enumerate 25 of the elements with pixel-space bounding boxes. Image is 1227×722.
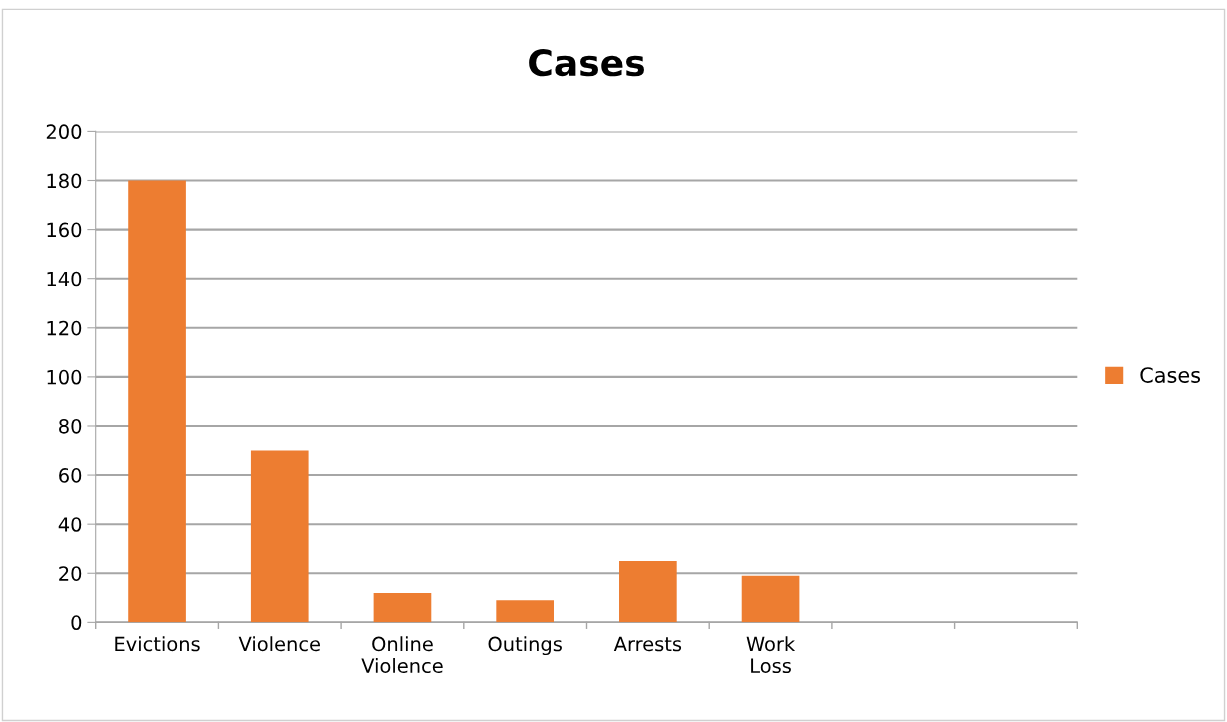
chart-title: Cases bbox=[529, 49, 644, 77]
x-tick-label: Arrests bbox=[613, 636, 682, 652]
y-tick-label: 20 bbox=[59, 566, 82, 581]
y-tick-label: 120 bbox=[47, 320, 82, 336]
x-tick-label: Evictions bbox=[115, 636, 200, 652]
y-tick-label: 40 bbox=[58, 517, 82, 532]
y-tick-label: 60 bbox=[59, 468, 82, 483]
y-tick-label: 200 bbox=[46, 124, 82, 140]
y-tick-label: 0 bbox=[71, 615, 82, 631]
bar bbox=[619, 560, 677, 623]
bar bbox=[373, 592, 432, 623]
x-tick-label: Outings bbox=[488, 636, 562, 656]
legend-label: Cases bbox=[1140, 367, 1201, 383]
x-tick-label: Online Violence bbox=[361, 636, 443, 674]
y-tick-label: 100 bbox=[47, 369, 82, 385]
bar bbox=[496, 600, 554, 623]
x-tick-label: Violence bbox=[238, 636, 320, 652]
y-tick-label: 160 bbox=[47, 222, 82, 238]
x-tick-label: Work Loss bbox=[746, 636, 796, 674]
bar bbox=[741, 575, 800, 623]
y-tick-label: 80 bbox=[59, 418, 82, 434]
y-tick-label: 180 bbox=[47, 173, 82, 189]
bar bbox=[250, 450, 309, 623]
bar bbox=[128, 180, 186, 623]
y-tick-label: 140 bbox=[47, 271, 82, 287]
